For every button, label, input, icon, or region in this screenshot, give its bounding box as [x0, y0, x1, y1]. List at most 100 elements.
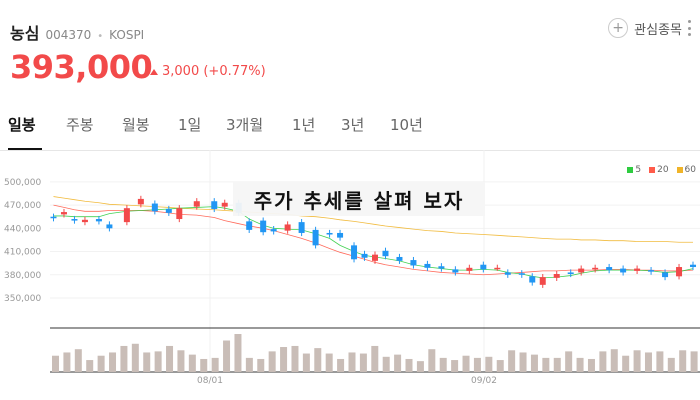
- stock-header: 농심 004370 • KOSPI + 관심종목 393,000 3,000 (…: [0, 0, 700, 100]
- period-tabs: 일봉 주봉 월봉 1일 3개월 1년 3년 10년: [0, 106, 700, 151]
- volume-bar: [622, 355, 630, 372]
- stock-name: 농심: [10, 24, 40, 43]
- volume-bar: [382, 356, 390, 372]
- candle: [361, 253, 368, 258]
- volume-bar: [451, 360, 459, 372]
- y-tick-label: 380,000: [4, 271, 41, 281]
- volume-bar: [519, 352, 527, 372]
- candle: [137, 198, 144, 205]
- ma-legend: 5 20 60: [627, 165, 696, 175]
- volume-bar: [428, 349, 436, 372]
- volume-bar: [439, 357, 447, 372]
- tab-1day[interactable]: 1일: [178, 116, 202, 134]
- volume-bar: [690, 351, 698, 372]
- price-change: 3,000 (+0.77%): [150, 64, 266, 79]
- x-tick-label: 09/02: [471, 376, 497, 386]
- candle: [494, 267, 501, 270]
- volume-bar: [200, 358, 208, 372]
- volume-bar: [508, 350, 516, 372]
- stock-code: 004370: [45, 28, 92, 42]
- y-tick-label: 500,000: [4, 178, 41, 188]
- volume-bar: [644, 352, 652, 372]
- volume-bar: [667, 357, 675, 372]
- volume-bar: [257, 358, 265, 372]
- candle: [382, 250, 389, 257]
- volume-bar: [473, 357, 481, 372]
- candle: [151, 203, 158, 212]
- tab-10years[interactable]: 10년: [390, 116, 423, 134]
- active-tab-indicator: [8, 148, 42, 150]
- volume-bar: [553, 357, 561, 372]
- volume-bar: [223, 340, 231, 372]
- volume-bar: [394, 354, 402, 372]
- volume-bar: [63, 352, 71, 372]
- legend-ma5: 5: [627, 165, 641, 175]
- tab-monthly[interactable]: 월봉: [122, 116, 150, 134]
- volume-bar: [143, 352, 151, 372]
- volume-bar: [587, 358, 595, 372]
- more-icon[interactable]: [688, 20, 692, 36]
- candle: [634, 268, 641, 271]
- candle: [372, 254, 378, 261]
- candle: [438, 266, 445, 269]
- volume-bar: [325, 353, 333, 372]
- tab-daily[interactable]: 일봉: [8, 116, 36, 134]
- tab-3months[interactable]: 3개월: [226, 116, 264, 134]
- watchlist-button[interactable]: + 관심종목: [608, 18, 692, 38]
- volume-bar: [314, 348, 322, 372]
- volume-bar: [245, 357, 253, 372]
- candle: [553, 274, 560, 278]
- price-change-text: 3,000 (+0.77%): [162, 64, 266, 79]
- candle: [270, 229, 277, 232]
- volume-bar: [679, 350, 687, 372]
- candle: [424, 263, 431, 268]
- candle: [193, 201, 200, 207]
- volume-bar: [177, 350, 185, 372]
- volume-bar: [656, 351, 664, 372]
- candle: [211, 201, 218, 209]
- x-tick-label: 08/01: [197, 376, 223, 386]
- volume-bar: [291, 345, 299, 372]
- candle: [620, 268, 627, 273]
- volume-bar: [496, 360, 504, 372]
- candle: [337, 232, 344, 238]
- y-tick-label: 440,000: [4, 224, 41, 234]
- volume-bar: [348, 352, 356, 372]
- volume-bar: [359, 353, 367, 372]
- candle: [95, 219, 102, 222]
- volume-bar: [234, 334, 242, 372]
- candle: [396, 256, 403, 261]
- candle: [260, 220, 267, 233]
- candle: [284, 224, 291, 231]
- plus-icon: +: [608, 18, 629, 38]
- volume-bar: [565, 351, 573, 372]
- volume-bar: [485, 356, 493, 372]
- candle: [567, 272, 574, 274]
- tab-1year[interactable]: 1년: [292, 116, 316, 134]
- volume-bar: [268, 351, 276, 372]
- candle: [71, 219, 78, 221]
- volume-bar: [154, 351, 162, 372]
- candle: [690, 264, 697, 268]
- candle: [123, 208, 130, 223]
- candle: [676, 267, 683, 277]
- candle: [50, 216, 57, 219]
- y-tick-label: 470,000: [4, 201, 41, 211]
- tab-weekly[interactable]: 주봉: [66, 116, 94, 134]
- legend-ma20: 20: [649, 165, 669, 175]
- candle: [106, 224, 113, 229]
- market-label: KOSPI: [109, 28, 145, 42]
- price-chart[interactable]: 500,000 470,000 440,000 410,000 380,000 350,0…: [0, 150, 700, 400]
- volume-bar: [337, 358, 345, 372]
- volume-bar: [371, 345, 379, 372]
- up-arrow-icon: [150, 68, 158, 75]
- candle: [176, 208, 183, 220]
- volume-bar: [188, 354, 196, 372]
- candle: [606, 267, 613, 271]
- overlay-title: 주가 추세를 살펴 보자: [233, 182, 485, 216]
- tab-3years[interactable]: 3년: [341, 116, 365, 134]
- volume-bar: [109, 352, 117, 372]
- volume-bar: [405, 358, 413, 372]
- volume-bar: [610, 349, 618, 372]
- candle: [648, 270, 655, 272]
